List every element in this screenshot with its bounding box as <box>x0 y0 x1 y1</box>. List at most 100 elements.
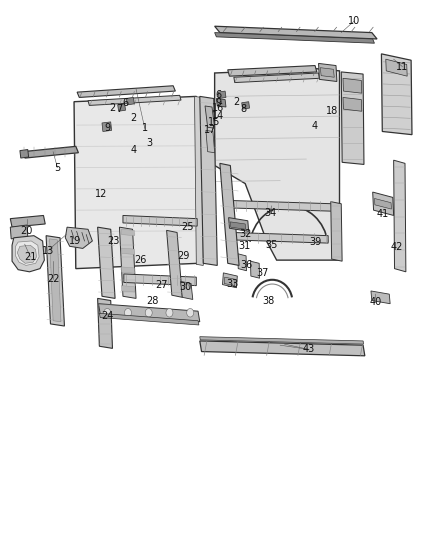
Polygon shape <box>17 245 36 263</box>
Text: 37: 37 <box>257 268 269 278</box>
Text: 6: 6 <box>215 90 221 100</box>
Polygon shape <box>205 106 215 128</box>
Polygon shape <box>74 96 198 269</box>
Polygon shape <box>166 230 182 297</box>
Text: 32: 32 <box>239 229 251 239</box>
Text: 4: 4 <box>131 144 137 155</box>
Text: 34: 34 <box>265 208 277 219</box>
Circle shape <box>124 309 131 317</box>
Text: 43: 43 <box>303 344 315 354</box>
Text: 2: 2 <box>233 96 240 107</box>
Polygon shape <box>200 96 217 265</box>
Text: 1: 1 <box>142 123 148 133</box>
Text: 8: 8 <box>240 104 247 114</box>
Text: 12: 12 <box>95 189 107 199</box>
Polygon shape <box>49 239 61 322</box>
Text: 42: 42 <box>390 243 403 252</box>
Text: 16: 16 <box>212 103 224 113</box>
Polygon shape <box>121 248 135 254</box>
Polygon shape <box>215 33 374 43</box>
Polygon shape <box>220 164 239 265</box>
Polygon shape <box>373 192 394 215</box>
Text: 18: 18 <box>326 106 339 116</box>
Polygon shape <box>230 222 246 229</box>
Circle shape <box>145 309 152 317</box>
Polygon shape <box>46 236 64 326</box>
Text: 31: 31 <box>238 241 251 251</box>
Polygon shape <box>98 298 113 349</box>
Polygon shape <box>12 236 44 272</box>
Polygon shape <box>200 337 364 344</box>
Text: 2: 2 <box>131 112 137 123</box>
Polygon shape <box>123 215 197 226</box>
Polygon shape <box>215 26 377 39</box>
Polygon shape <box>242 102 250 109</box>
Polygon shape <box>200 341 365 356</box>
Text: 36: 36 <box>240 261 252 270</box>
Polygon shape <box>120 227 136 298</box>
Polygon shape <box>121 229 135 236</box>
Polygon shape <box>216 99 226 107</box>
Text: 35: 35 <box>265 240 278 250</box>
Polygon shape <box>331 201 342 261</box>
Polygon shape <box>88 95 181 106</box>
Polygon shape <box>233 200 333 211</box>
Text: 14: 14 <box>212 110 224 120</box>
Text: 30: 30 <box>179 282 191 292</box>
Polygon shape <box>320 68 334 77</box>
Text: 28: 28 <box>146 295 159 305</box>
Polygon shape <box>121 267 135 273</box>
Polygon shape <box>228 66 317 76</box>
Text: 25: 25 <box>181 222 194 232</box>
Polygon shape <box>127 98 134 105</box>
Text: 33: 33 <box>226 279 238 288</box>
Text: 7: 7 <box>117 103 123 114</box>
Polygon shape <box>98 227 115 298</box>
Text: 5: 5 <box>54 163 60 173</box>
Text: 2: 2 <box>109 103 115 113</box>
Polygon shape <box>99 313 199 325</box>
Polygon shape <box>20 150 28 158</box>
Text: 4: 4 <box>312 120 318 131</box>
Text: 9: 9 <box>215 98 221 108</box>
Text: 11: 11 <box>396 62 409 71</box>
Text: 9: 9 <box>105 123 111 133</box>
Text: 39: 39 <box>309 237 321 247</box>
Polygon shape <box>318 63 337 82</box>
Polygon shape <box>251 261 260 278</box>
Text: 20: 20 <box>21 227 33 237</box>
Polygon shape <box>15 241 39 265</box>
Text: 24: 24 <box>102 311 114 321</box>
Text: 38: 38 <box>263 295 275 305</box>
Polygon shape <box>394 160 406 272</box>
Text: 3: 3 <box>146 138 152 148</box>
Text: 27: 27 <box>155 280 168 289</box>
Polygon shape <box>11 215 45 227</box>
Text: 22: 22 <box>47 274 59 284</box>
Text: 26: 26 <box>134 255 147 265</box>
Polygon shape <box>381 54 412 135</box>
Text: 10: 10 <box>348 16 360 26</box>
Polygon shape <box>11 225 28 239</box>
Text: 13: 13 <box>42 246 54 255</box>
Text: 15: 15 <box>208 117 220 127</box>
Text: 41: 41 <box>377 209 389 220</box>
Polygon shape <box>206 131 215 153</box>
Polygon shape <box>215 69 339 260</box>
Polygon shape <box>121 286 135 292</box>
Circle shape <box>166 309 173 317</box>
Text: 29: 29 <box>177 251 189 261</box>
Polygon shape <box>343 98 362 111</box>
Polygon shape <box>218 91 226 99</box>
Polygon shape <box>102 122 112 132</box>
Text: 6: 6 <box>122 98 128 108</box>
Polygon shape <box>386 59 407 76</box>
Polygon shape <box>22 147 78 158</box>
Polygon shape <box>77 86 175 98</box>
Polygon shape <box>118 104 126 111</box>
Polygon shape <box>233 232 328 243</box>
Polygon shape <box>238 254 247 271</box>
Polygon shape <box>224 277 235 286</box>
Polygon shape <box>371 291 390 304</box>
Text: 21: 21 <box>24 252 36 262</box>
